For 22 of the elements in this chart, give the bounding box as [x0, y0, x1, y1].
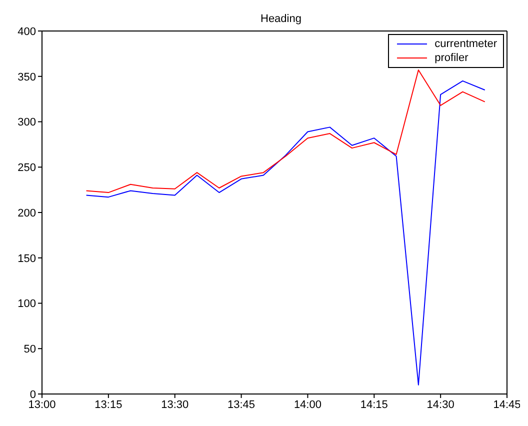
legend-label: currentmeter	[434, 38, 497, 50]
y-tick-label: 150	[18, 252, 36, 265]
x-tick-label: 13:00	[28, 398, 56, 411]
x-tick-label: 13:30	[161, 398, 189, 411]
y-tick-label: 0	[30, 388, 36, 401]
y-tick-label: 50	[24, 344, 36, 356]
x-tick-label: 14:45	[493, 398, 521, 411]
y-tick-label: 250	[18, 162, 36, 174]
y-tick-label: 400	[18, 26, 36, 38]
x-tick-label: 13:45	[228, 398, 256, 411]
chart-title: Heading	[260, 13, 302, 25]
y-tick-label: 350	[18, 71, 36, 84]
x-tick-label: 14:30	[426, 398, 454, 411]
legend-label: profiler	[434, 52, 468, 64]
x-tick-label: 14:15	[360, 398, 388, 411]
x-tick-label: 14:00	[294, 398, 322, 411]
y-tick-label: 300	[18, 116, 36, 129]
y-tick-label: 100	[18, 298, 36, 310]
x-tick-label: 13:15	[94, 398, 122, 411]
line-series	[86, 80, 486, 386]
line-series	[86, 70, 486, 194]
y-tick-label: 200	[18, 207, 36, 220]
